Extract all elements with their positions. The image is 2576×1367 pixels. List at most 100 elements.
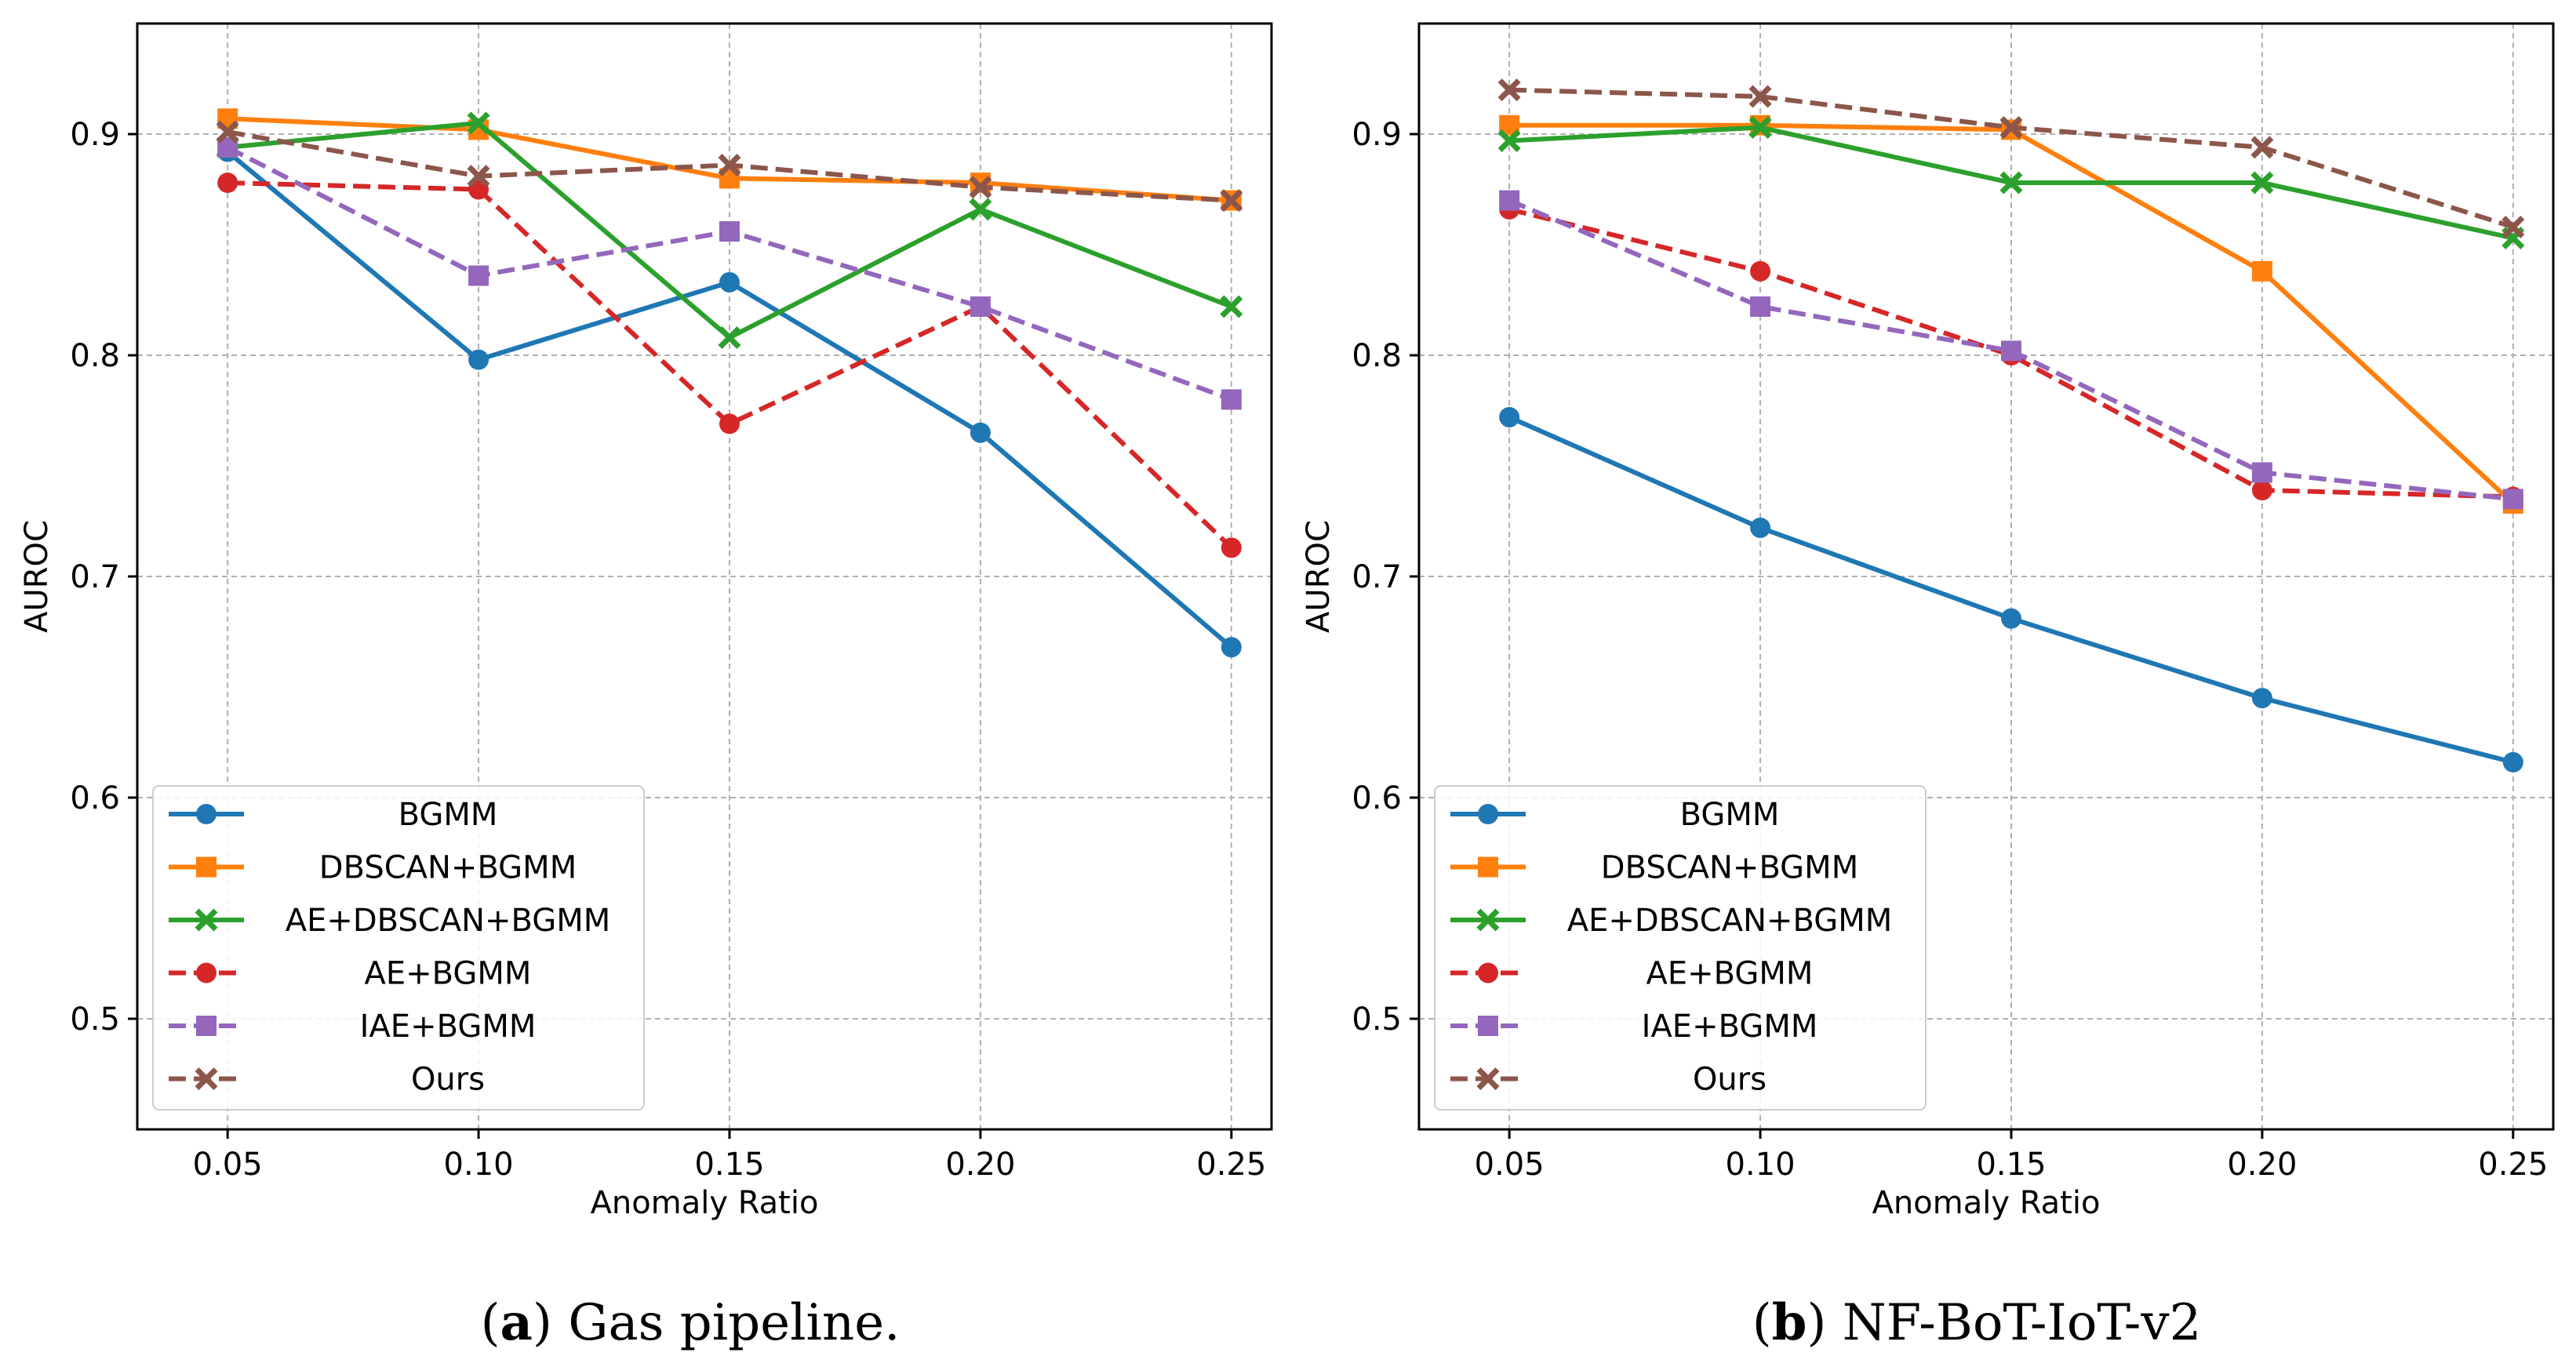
legend-frame xyxy=(1434,785,1927,1111)
panel-caption: (a) Gas pipeline. xyxy=(481,1293,901,1352)
data-point xyxy=(1220,189,1243,213)
data-point xyxy=(468,349,489,370)
y-tick-label: 0.6 xyxy=(1352,780,1402,816)
x-tick-label: 0.20 xyxy=(945,1147,1015,1183)
y-tick-label: 0.6 xyxy=(70,780,120,816)
x-tick-label: 0.20 xyxy=(2227,1147,2297,1183)
legend-swatch-marker xyxy=(1478,856,1498,878)
data-point xyxy=(216,120,239,144)
series-Ours xyxy=(216,120,1243,213)
legend-swatch-marker xyxy=(195,908,218,932)
legend-entry: AE+BGMM xyxy=(169,956,531,992)
legend-entry: BGMM xyxy=(169,797,497,833)
legend-entry: Ours xyxy=(169,1062,485,1098)
data-point xyxy=(2000,608,2021,629)
data-point xyxy=(970,296,991,317)
series-AE+DBSCAN+BGMM xyxy=(1497,116,2525,250)
legend-entry: AE+BGMM xyxy=(1450,956,1813,992)
legend-label: DBSCAN+BGMM xyxy=(319,850,577,886)
legend-entry: IAE+BGMM xyxy=(169,1009,536,1045)
legend-swatch-marker xyxy=(196,1016,216,1036)
legend-entry: Ours xyxy=(1450,1062,1766,1098)
panel-letter: a xyxy=(500,1293,533,1352)
legend-swatch-marker xyxy=(1478,804,1498,824)
series-IAE+BGMM xyxy=(217,136,1242,410)
data-point xyxy=(969,198,992,221)
x-tick-label: 0.10 xyxy=(1726,1147,1796,1183)
data-point xyxy=(1748,85,1772,108)
legend-swatch-marker xyxy=(1476,908,1500,932)
data-point xyxy=(1499,406,1520,427)
legend-swatch-marker xyxy=(1478,1016,1498,1036)
y-tick-label: 0.8 xyxy=(70,338,120,374)
y-tick-label: 0.7 xyxy=(70,559,120,595)
y-tick-label: 0.5 xyxy=(1352,1002,1402,1038)
legend-entry: IAE+BGMM xyxy=(1450,1009,1817,1045)
y-tick-label: 0.5 xyxy=(70,1002,120,1038)
data-point xyxy=(1497,78,1521,102)
x-tick-label: 0.25 xyxy=(1196,1147,1266,1183)
data-point xyxy=(719,413,740,434)
y-tick-label: 0.7 xyxy=(1352,559,1402,595)
series-BGMM xyxy=(217,141,1242,658)
legend-swatch-marker xyxy=(196,962,216,983)
x-axis-label: Anomaly Ratio xyxy=(1872,1185,2101,1221)
data-point xyxy=(970,422,991,443)
legend-label: AE+BGMM xyxy=(365,956,532,992)
chart-panel-b: 0.05 0.10 0.15 0.20 0.25 0.5 0.6 0.7 0.8 0.9 Anoma… xyxy=(1301,22,2555,1352)
data-point xyxy=(2502,489,2523,510)
legend-label: Ours xyxy=(411,1062,485,1098)
legend-swatch-marker xyxy=(196,856,216,878)
data-point xyxy=(969,176,992,199)
legend-swatch-marker xyxy=(196,804,216,824)
data-point xyxy=(2502,751,2523,773)
data-point xyxy=(2000,340,2021,362)
data-point xyxy=(467,165,490,188)
x-tick-label: 0.15 xyxy=(694,1147,764,1183)
y-tick-label: 0.8 xyxy=(1352,338,1402,374)
legend-entry: DBSCAN+BGMM xyxy=(169,850,577,886)
legend-label: DBSCAN+BGMM xyxy=(1601,850,1858,886)
data-point xyxy=(2251,260,2272,282)
legend-label: AE+DBSCAN+BGMM xyxy=(286,903,611,939)
legend-label: IAE+BGMM xyxy=(1642,1009,1818,1045)
data-point xyxy=(2250,136,2274,159)
data-point xyxy=(468,265,489,286)
data-point xyxy=(1748,116,1772,140)
legend-entry: DBSCAN+BGMM xyxy=(1450,850,1858,886)
legend-entry: BGMM xyxy=(1450,797,1779,833)
x-tick-label: 0.25 xyxy=(2478,1147,2548,1183)
data-point xyxy=(1750,517,1771,538)
series-BGMM xyxy=(1499,406,2523,773)
legend-label: BGMM xyxy=(1680,797,1780,833)
data-point xyxy=(1999,171,2023,195)
data-point xyxy=(718,153,741,176)
legend-label: BGMM xyxy=(398,797,498,833)
data-point xyxy=(1750,296,1771,317)
data-point xyxy=(2251,480,2272,501)
data-point xyxy=(467,111,490,135)
data-point xyxy=(1220,295,1243,318)
data-point xyxy=(2251,462,2272,483)
x-tick-label: 0.10 xyxy=(444,1147,514,1183)
legend-swatch-marker xyxy=(1478,962,1498,983)
data-point xyxy=(2501,215,2525,238)
x-tick-label: 0.05 xyxy=(193,1147,263,1183)
data-point xyxy=(1497,129,1521,152)
panel-caption: (b) NF-BoT-IoT-v2 xyxy=(1752,1293,2202,1352)
legend-swatch-marker xyxy=(195,1067,218,1090)
y-axis-label: AUROC xyxy=(1301,520,1337,633)
legend: BGMM DBSCAN+BGMM AE+DBSCAN+BGMM AE+BGMM IAE+… xyxy=(1434,785,1927,1111)
data-point xyxy=(1999,116,2023,140)
data-point xyxy=(1221,537,1242,558)
data-point xyxy=(1221,637,1242,658)
y-tick-label: 0.9 xyxy=(70,117,120,153)
legend-label: AE+DBSCAN+BGMM xyxy=(1567,903,1893,939)
data-point xyxy=(217,173,238,194)
x-tick-label: 0.15 xyxy=(1976,1147,2046,1183)
data-point xyxy=(1750,260,1771,282)
legend-label: IAE+BGMM xyxy=(360,1009,537,1045)
y-axis-label: AUROC xyxy=(19,520,55,633)
legend-label: AE+BGMM xyxy=(1646,956,1814,992)
x-tick-label: 0.05 xyxy=(1475,1147,1545,1183)
